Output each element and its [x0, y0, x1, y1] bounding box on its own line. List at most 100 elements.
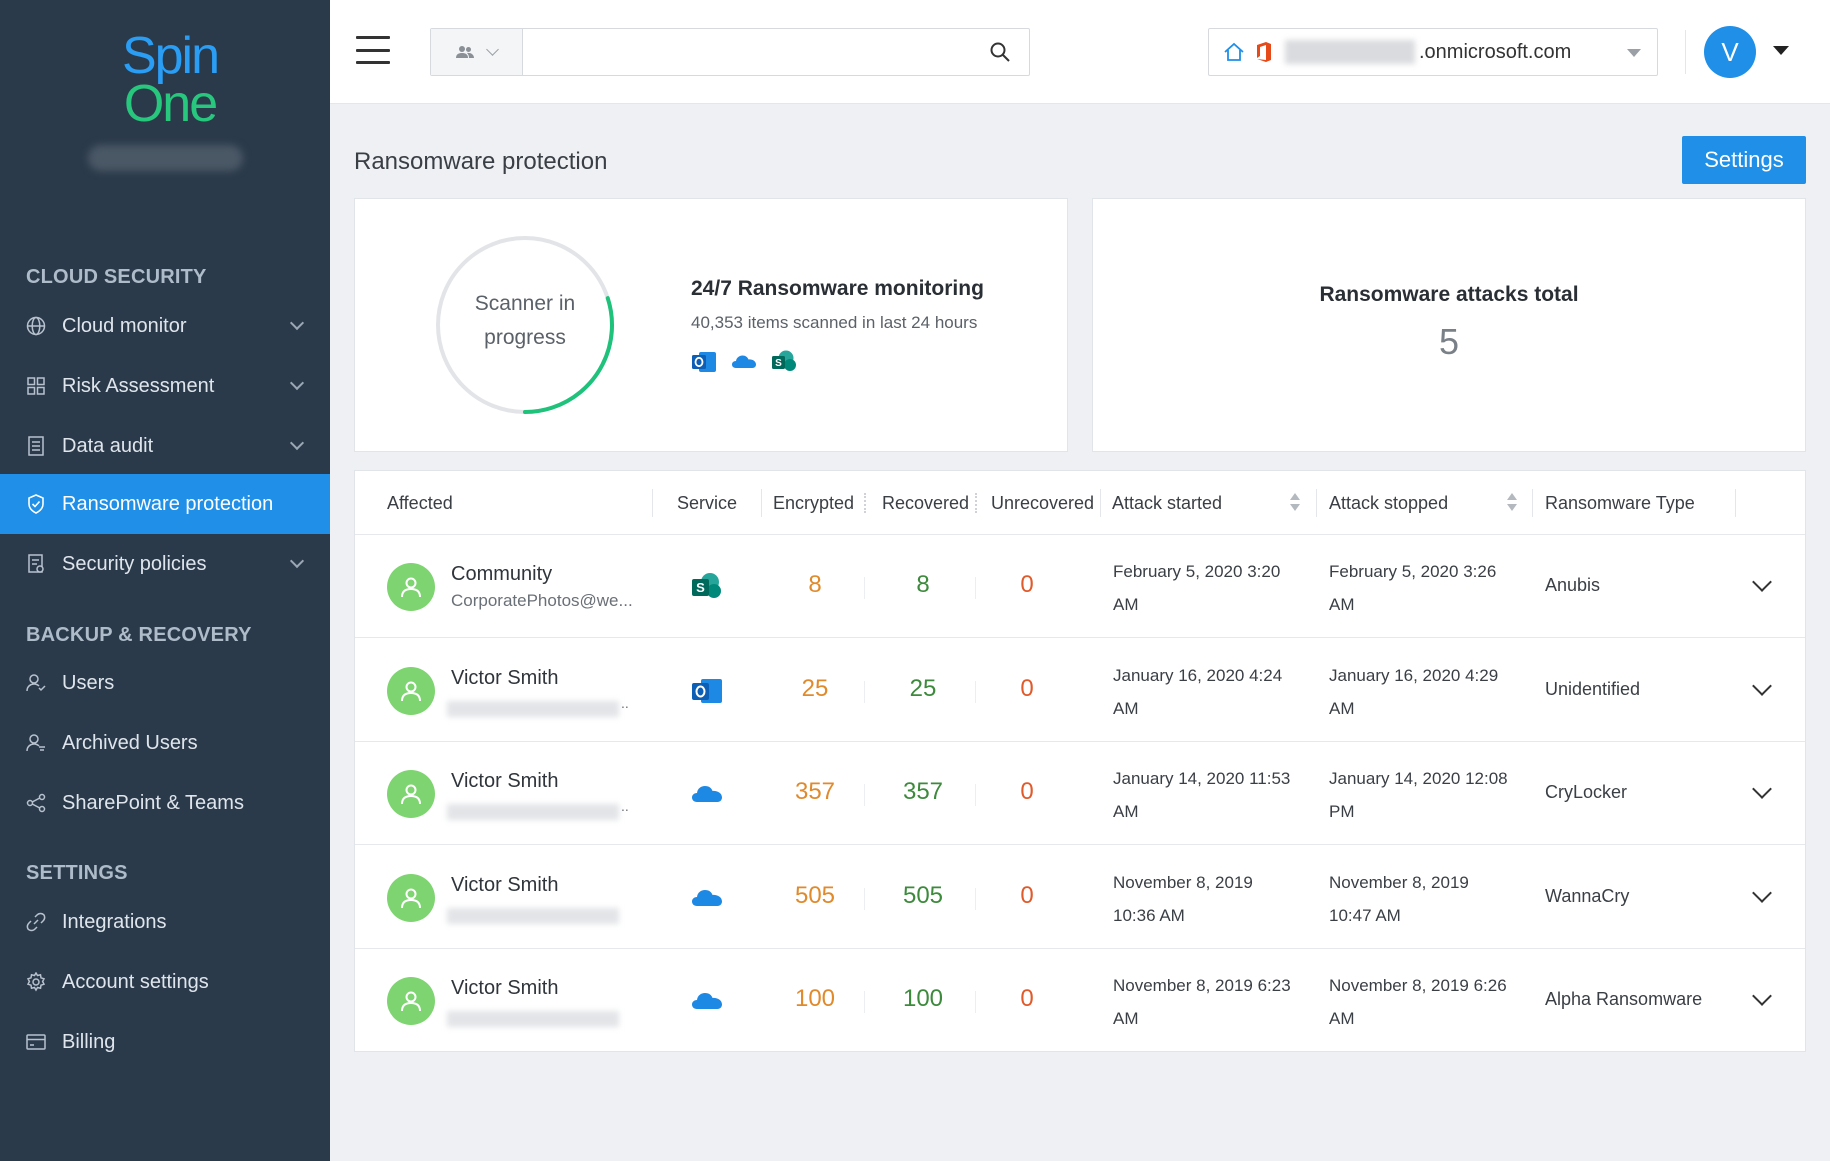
header-attack-started[interactable]: Attack started: [1112, 493, 1223, 513]
cell-divider: [864, 680, 865, 703]
ransomware-type: Unidentified: [1545, 678, 1641, 699]
blurred-email: [447, 907, 619, 924]
expand-row-chevron-icon[interactable]: [1752, 572, 1772, 592]
sidebar-item-ransomware-protection[interactable]: Ransomware protection: [0, 474, 330, 534]
attack-started-date: November 8, 2019 6:23 AM: [1113, 969, 1303, 1035]
scanner-progress-ring: [436, 236, 614, 414]
tenant-domain-select[interactable]: .onmicrosoft.com: [1208, 28, 1658, 76]
cell-divider: [864, 784, 865, 806]
table-row[interactable]: Victor Smith 505 505 0 November 8, 2019 …: [355, 846, 1805, 949]
date-line: January 14, 2020 12:08: [1329, 769, 1508, 788]
column-resize-handle[interactable]: [864, 493, 866, 513]
sidebar-item-label: Security policies: [62, 552, 207, 575]
sidebar-item-label: SharePoint & Teams: [62, 791, 244, 814]
table-row[interactable]: Victor Smith 100 100 0 November 8, 2019 …: [355, 949, 1805, 1052]
date-line: AM: [1113, 595, 1139, 614]
sidebar: Spin One CLOUD SECURITY Cloud monitor Ri…: [0, 0, 330, 1161]
column-resize-handle[interactable]: [975, 493, 977, 513]
scanner-status: Scanner in progress: [435, 287, 615, 355]
user-avatar[interactable]: V: [1704, 26, 1756, 78]
sidebar-item-risk-assessment[interactable]: Risk Assessment: [0, 356, 330, 416]
date-line: January 16, 2020 4:24: [1113, 665, 1283, 685]
sidebar-item-label: Billing: [62, 1030, 116, 1053]
search-filter-dropdown[interactable]: [431, 29, 523, 75]
policy-icon: [26, 554, 46, 574]
search-icon[interactable]: [989, 41, 1011, 63]
header-unrecovered[interactable]: Unrecovered: [991, 493, 1095, 513]
affected-email: CorporatePhotos@we...: [451, 591, 633, 610]
sidebar-item-integrations[interactable]: Integrations: [0, 892, 330, 952]
table-row[interactable]: Victor Smith .. 25 25 0 January 16, 2020…: [355, 639, 1805, 742]
sharepoint-icon: S: [691, 571, 723, 603]
sharepoint-icon: S: [772, 350, 796, 371]
affected-name: Victor Smith: [451, 977, 559, 999]
attack-stopped-date: November 8, 2019 6:26 AM: [1329, 969, 1519, 1035]
expand-row-chevron-icon[interactable]: [1752, 882, 1772, 903]
affected-name: Victor Smith: [451, 873, 559, 896]
sidebar-item-label: Archived Users: [62, 731, 198, 754]
column-divider: [1735, 489, 1736, 517]
user-avatar-icon: [387, 666, 435, 715]
sidebar-item-sharepoint-teams[interactable]: SharePoint & Teams: [0, 773, 330, 833]
section-cloud-security: CLOUD SECURITY: [26, 266, 207, 288]
blurred-email: [447, 1011, 619, 1027]
domain-suffix: .onmicrosoft.com: [1419, 40, 1572, 63]
attack-stopped-date: November 8, 2019 10:47 AM: [1329, 866, 1519, 932]
expand-row-chevron-icon[interactable]: [1752, 675, 1772, 696]
header-service[interactable]: Service: [677, 493, 738, 513]
column-divider: [761, 489, 762, 517]
affected-name: Victor Smith: [451, 666, 559, 689]
expand-row-chevron-icon[interactable]: [1752, 986, 1772, 1006]
chevron-down-icon: [486, 43, 499, 56]
monitoring-title: 24/7 Ransomware monitoring: [691, 277, 984, 300]
menu-icon[interactable]: [356, 36, 390, 64]
expand-row-chevron-icon[interactable]: [1752, 779, 1772, 799]
date-line: AM: [1329, 595, 1355, 614]
sidebar-item-data-audit[interactable]: Data audit: [0, 416, 330, 476]
archived-users-icon: [26, 733, 46, 753]
column-divider: [652, 489, 653, 517]
sidebar-item-label: Users: [62, 671, 115, 694]
table-row[interactable]: Community CorporatePhotos@we... S 8 8 0 …: [355, 535, 1805, 638]
sidebar-item-archived-users[interactable]: Archived Users: [0, 713, 330, 773]
sidebar-item-security-policies[interactable]: Security policies: [0, 534, 330, 594]
sidebar-item-users[interactable]: Users: [0, 653, 330, 713]
home-icon: [1224, 42, 1244, 61]
sidebar-item-billing[interactable]: Billing: [0, 1012, 330, 1072]
section-backup-recovery: BACKUP & RECOVERY: [26, 624, 252, 646]
spinone-logo[interactable]: Spin One: [110, 30, 230, 130]
header-encrypted[interactable]: Encrypted: [773, 493, 855, 513]
link-icon: [26, 912, 46, 932]
sidebar-item-label: Cloud monitor: [62, 314, 187, 337]
settings-button[interactable]: Settings: [1682, 136, 1806, 184]
account-menu-caret-icon[interactable]: [1773, 46, 1789, 55]
search-input[interactable]: [531, 37, 971, 67]
affected-email-ellipsis: ..: [621, 798, 629, 814]
header-recovered[interactable]: Recovered: [882, 493, 970, 513]
chevron-down-icon: [289, 375, 305, 391]
user-avatar-icon: [387, 770, 435, 818]
onedrive-icon: [691, 882, 723, 914]
date-line: AM: [1113, 802, 1139, 821]
users-icon: [26, 673, 46, 693]
chevron-down-icon: [289, 435, 305, 451]
table-row[interactable]: Victor Smith .. 357 357 0 January 14, 20…: [355, 742, 1805, 845]
attacks-total-label: Ransomware attacks total: [1319, 283, 1579, 306]
sidebar-item-cloud-monitor[interactable]: Cloud monitor: [0, 296, 330, 356]
blurred-email: [447, 804, 619, 820]
sort-icon[interactable]: [1290, 493, 1300, 513]
sort-icon[interactable]: [1507, 493, 1517, 513]
header-ransomware-type[interactable]: Ransomware Type: [1545, 493, 1695, 513]
logo-line1: Spin: [121, 27, 220, 85]
unrecovered-count: 0: [1020, 778, 1034, 805]
attack-stopped-date: January 16, 2020 4:29 AM: [1329, 659, 1519, 725]
header-attack-stopped[interactable]: Attack stopped: [1329, 493, 1449, 513]
sidebar-item-account-settings[interactable]: Account settings: [0, 952, 330, 1012]
cell-divider: [864, 577, 865, 599]
outlook-icon: [691, 675, 723, 707]
logo-line2: One: [123, 75, 218, 133]
header-affected[interactable]: Affected: [387, 493, 453, 513]
encrypted-count: 25: [801, 674, 829, 702]
svg-text:S: S: [696, 580, 705, 595]
recovered-count: 505: [902, 881, 944, 909]
